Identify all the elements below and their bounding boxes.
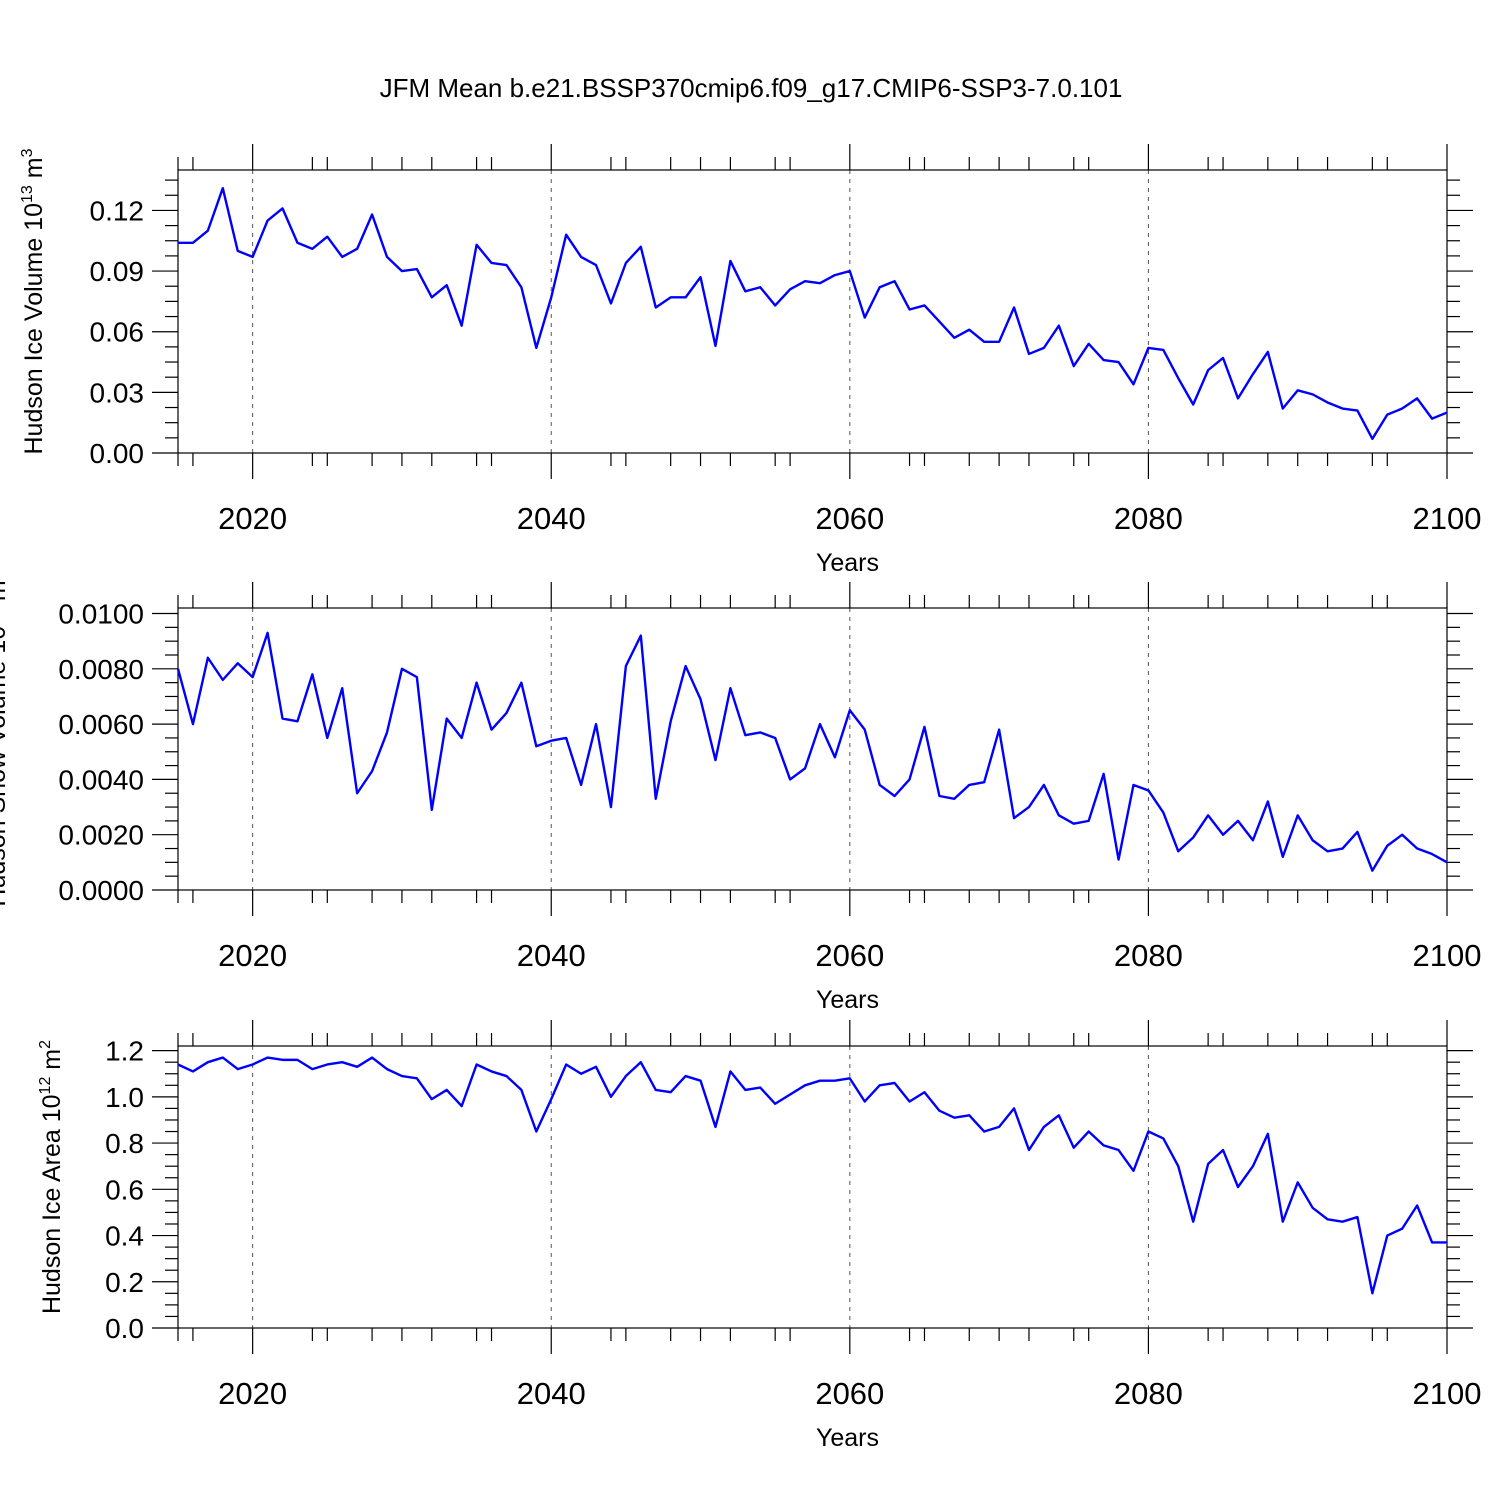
y-tick-label: 0.03: [90, 377, 145, 408]
y-tick-label: 0.06: [90, 317, 145, 348]
y-tick-label: 0.0000: [58, 875, 144, 906]
x-tick-label: 2080: [1114, 938, 1183, 973]
series-line: [178, 186, 1448, 441]
plot-frame: [177, 607, 1448, 891]
y-tick-label: 0.4: [105, 1221, 144, 1252]
x-tick-label: 2040: [517, 1376, 586, 1411]
panel-1: 0.00 0.03 0.06 0.09 0.12 2020 2040 2060 2080 2100…: [19, 144, 1481, 577]
x-tick-label: 2060: [815, 501, 884, 536]
panel-3: 0.0 0.2 0.4 0.6 0.8 1.0 1.2 2020 2040 2060 2080 210…: [37, 1020, 1481, 1452]
y-tick-label: 0.0040: [58, 764, 144, 795]
y-tick-label: 0.6: [105, 1174, 144, 1205]
y-axis-label: Hudson Snow Volume 1013 m3: [0, 571, 11, 906]
y-tick-label: 1.0: [105, 1082, 144, 1113]
series-line: [176, 631, 1448, 872]
y-tick-label: 1.2: [105, 1036, 144, 1067]
x-tick-label: 2100: [1413, 938, 1482, 973]
y-axis-label: Hudson Ice Volume 1013 m3: [19, 148, 48, 454]
y-tick-label: 0.0080: [58, 654, 144, 685]
x-tick-label: 2060: [815, 938, 884, 973]
x-tick-label: 2100: [1413, 1376, 1482, 1411]
y-tick-label: 0.0020: [58, 820, 144, 851]
y-tick-label: 0.2: [105, 1267, 144, 1298]
y-tick-label: 0.00: [90, 438, 145, 469]
figure-title: JFM Mean b.e21.BSSP370cmip6.f09_g17.CMIP…: [380, 73, 1123, 103]
y-tick-label: 0.09: [90, 256, 145, 287]
x-tick-label: 2020: [218, 1376, 287, 1411]
x-axis-label: Years: [816, 986, 879, 1014]
x-tick-label: 2020: [218, 938, 287, 973]
x-tick-label: 2080: [1114, 1376, 1183, 1411]
x-tick-label: 2080: [1114, 501, 1183, 536]
y-tick-label: 0.0060: [58, 709, 144, 740]
y-tick-label: 0.0100: [58, 599, 144, 630]
plot-frame: [177, 1045, 1448, 1329]
x-tick-label: 2060: [815, 1376, 884, 1411]
y-axis-label: Hudson Ice Area 1012 m2: [37, 1040, 66, 1314]
x-tick-label: 2100: [1413, 501, 1482, 536]
series-line: [177, 1056, 1447, 1295]
y-tick-label: 0.0: [105, 1313, 144, 1344]
plots-container: 0.00 0.03 0.06 0.09 0.12 2020 2040 2060 2080 2100…: [0, 144, 1481, 1452]
x-axis-label: Years: [816, 549, 879, 577]
x-axis-label: Years: [816, 1424, 879, 1452]
x-tick-label: 2040: [517, 938, 586, 973]
plot-frame: [177, 169, 1448, 454]
panel-2: 0.0000 0.0020 0.0040 0.0060 0.0080 0.0100 2020…: [0, 571, 1482, 1014]
y-tick-label: 0.8: [105, 1128, 144, 1159]
y-tick-label: 0.12: [90, 195, 145, 226]
x-tick-label: 2040: [517, 501, 586, 536]
x-tick-label: 2020: [218, 501, 287, 536]
